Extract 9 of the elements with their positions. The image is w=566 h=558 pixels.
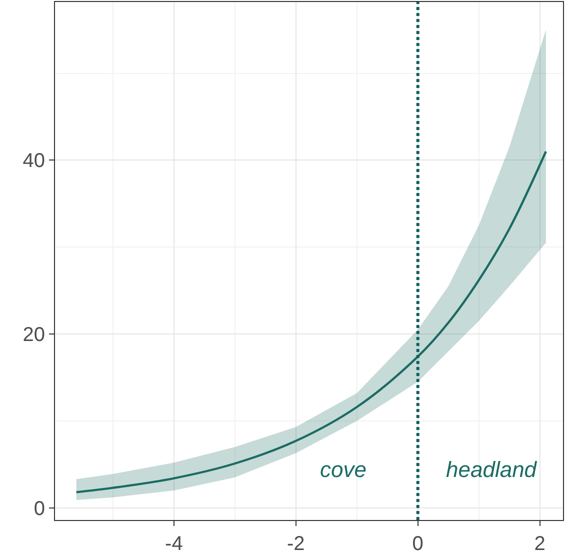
x-tick-label: 0: [412, 533, 424, 555]
annotation: cove: [320, 457, 366, 482]
x-tick-label: -4: [165, 533, 183, 555]
y-tick-label: 0: [34, 498, 45, 520]
x-tick-label: -2: [286, 533, 305, 555]
x-tick-label: 2: [534, 533, 546, 555]
y-tick-label: 20: [22, 324, 45, 346]
y-tick-label: 40: [22, 150, 45, 172]
annotation: headland: [446, 457, 538, 482]
